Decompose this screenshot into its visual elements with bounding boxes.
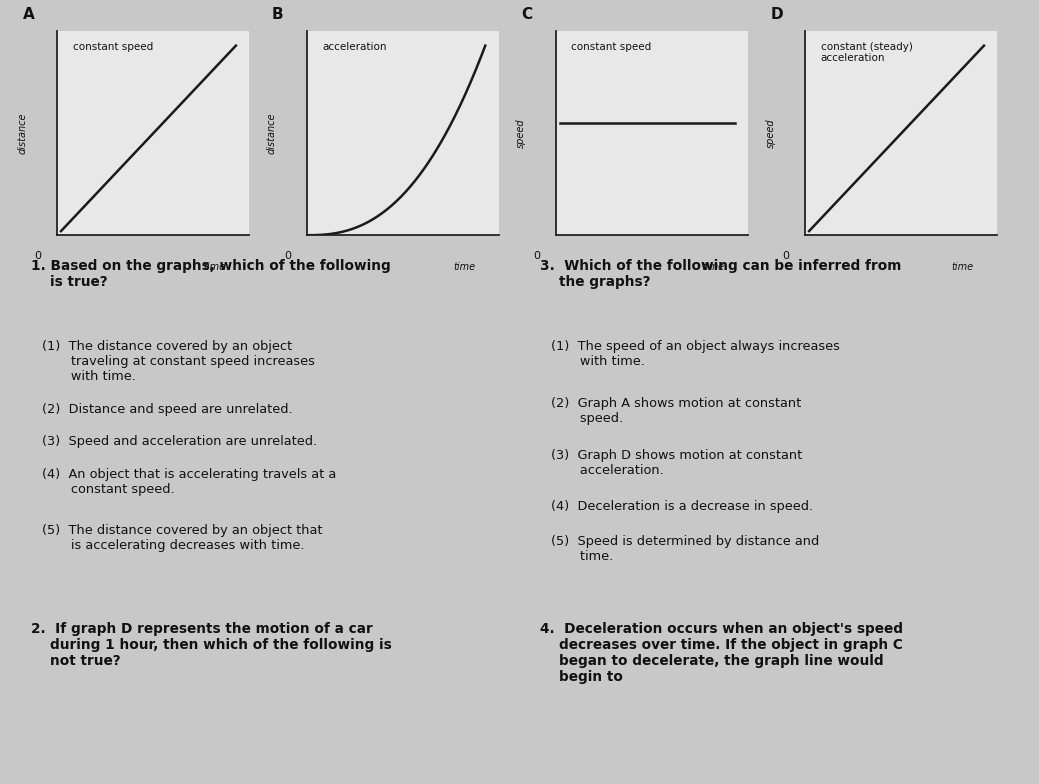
- Text: (2)  Graph A shows motion at constant
       speed.: (2) Graph A shows motion at constant spe…: [551, 397, 801, 425]
- Text: D: D: [771, 7, 783, 22]
- Text: time: time: [702, 262, 724, 272]
- Text: (3)  Speed and acceleration are unrelated.: (3) Speed and acceleration are unrelated…: [42, 435, 317, 448]
- Text: constant speed: constant speed: [73, 42, 153, 52]
- Text: C: C: [522, 7, 532, 22]
- Text: (3)  Graph D shows motion at constant
       acceleration.: (3) Graph D shows motion at constant acc…: [551, 448, 802, 477]
- Text: distance: distance: [18, 113, 28, 154]
- Text: 1. Based on the graphs, which of the following
    is true?: 1. Based on the graphs, which of the fol…: [31, 260, 391, 289]
- Text: constant (steady)
acceleration: constant (steady) acceleration: [821, 42, 912, 64]
- Text: (4)  An object that is accelerating travels at a
       constant speed.: (4) An object that is accelerating trave…: [42, 467, 336, 495]
- Text: 2.  If graph D represents the motion of a car
    during 1 hour, then which of t: 2. If graph D represents the motion of a…: [31, 622, 392, 668]
- Text: A: A: [23, 7, 34, 22]
- Text: 0: 0: [782, 251, 790, 260]
- Text: (5)  Speed is determined by distance and
       time.: (5) Speed is determined by distance and …: [551, 535, 819, 563]
- Text: distance: distance: [267, 113, 277, 154]
- Text: constant speed: constant speed: [571, 42, 651, 52]
- Text: (5)  The distance covered by an object that
       is accelerating decreases wit: (5) The distance covered by an object th…: [42, 524, 322, 553]
- Text: time: time: [952, 262, 974, 272]
- Text: 0: 0: [284, 251, 291, 260]
- Text: (1)  The distance covered by an object
       traveling at constant speed increa: (1) The distance covered by an object tr…: [42, 340, 315, 383]
- Text: (2)  Distance and speed are unrelated.: (2) Distance and speed are unrelated.: [42, 403, 292, 416]
- Text: speed: speed: [516, 118, 527, 148]
- Text: B: B: [272, 7, 284, 22]
- Text: acceleration: acceleration: [322, 42, 387, 52]
- Text: 3.  Which of the following can be inferred from
    the graphs?: 3. Which of the following can be inferre…: [540, 260, 902, 289]
- Text: 0: 0: [34, 251, 42, 260]
- Text: time: time: [453, 262, 475, 272]
- Text: time: time: [204, 262, 225, 272]
- Text: (4)  Deceleration is a decrease in speed.: (4) Deceleration is a decrease in speed.: [551, 500, 812, 513]
- Text: 4.  Deceleration occurs when an object's speed
    decreases over time. If the o: 4. Deceleration occurs when an object's …: [540, 622, 903, 684]
- Text: speed: speed: [766, 118, 776, 148]
- Text: 0: 0: [533, 251, 540, 260]
- Text: (1)  The speed of an object always increases
       with time.: (1) The speed of an object always increa…: [551, 340, 840, 368]
